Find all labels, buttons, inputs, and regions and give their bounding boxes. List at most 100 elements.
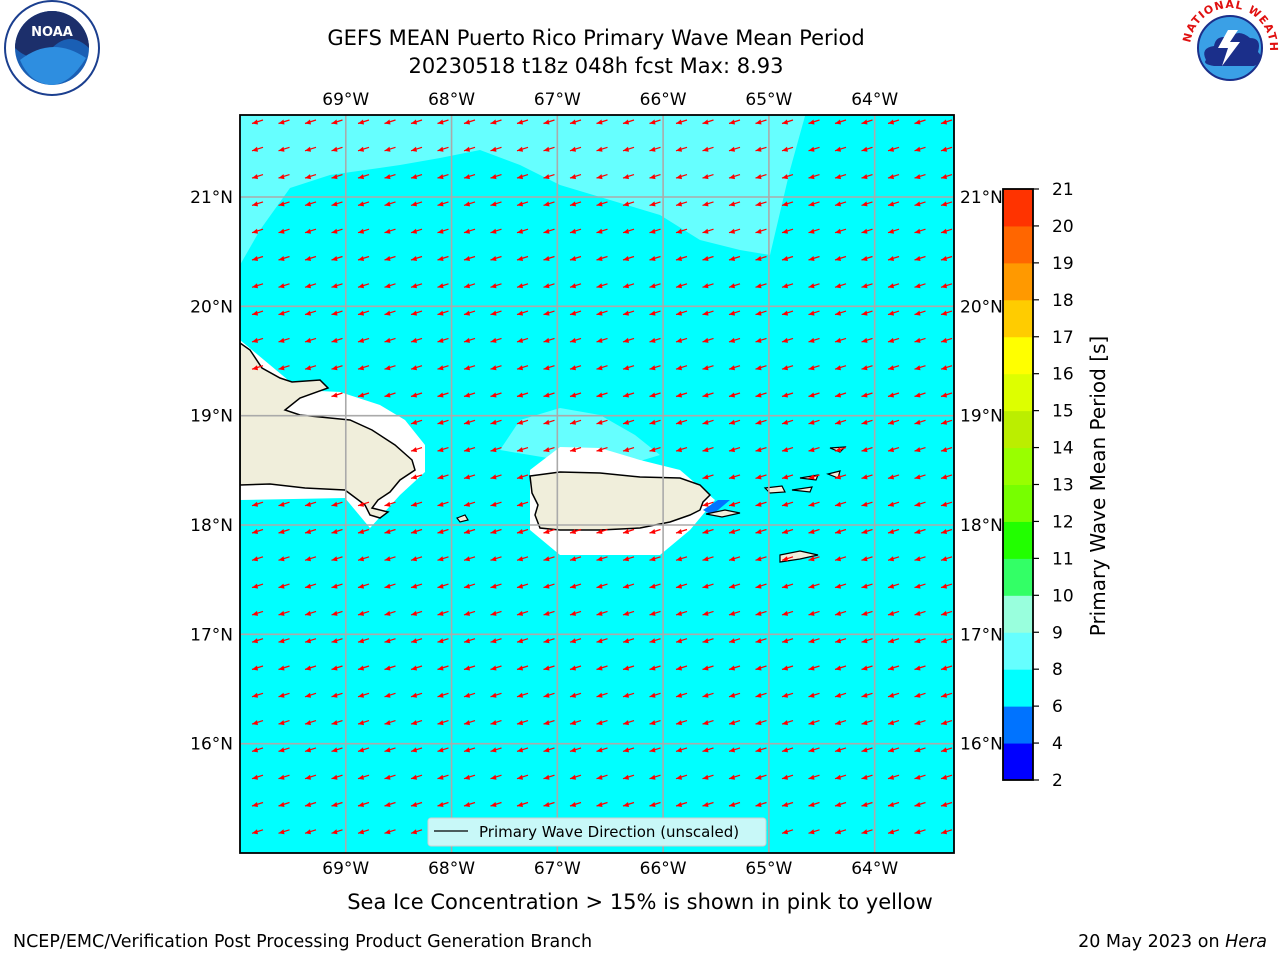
lat-tick-label-right: 19°N — [960, 407, 1003, 427]
wave-arrow — [940, 692, 953, 698]
wave-arrow — [516, 747, 529, 753]
wave-arrow — [410, 337, 423, 343]
wave-arrow — [728, 665, 741, 671]
wave-arrow — [463, 474, 476, 480]
wave-arrow — [649, 638, 661, 644]
wave-arrow — [331, 665, 343, 671]
colorbar-swatch — [1003, 521, 1033, 559]
wave-arrow — [728, 474, 741, 480]
wave-arrow — [702, 419, 714, 425]
wave-arrow — [543, 774, 555, 780]
wave-arrow — [543, 419, 555, 425]
wave-arrow — [861, 447, 873, 453]
wave-arrow — [861, 801, 873, 807]
wave-arrow — [702, 638, 714, 644]
wave-arrow — [490, 174, 502, 180]
colorbar-swatch — [1003, 299, 1033, 338]
wave-arrow — [675, 201, 688, 207]
wave-arrow — [808, 174, 820, 180]
wave-arrow — [940, 474, 953, 480]
wave-arrow — [596, 392, 608, 398]
wave-arrow — [490, 528, 502, 534]
wave-arrow — [516, 119, 529, 125]
wave-arrow — [861, 583, 873, 589]
wave-arrow — [808, 255, 820, 261]
wave-arrow — [728, 146, 741, 152]
wave-arrow — [861, 556, 873, 562]
wave-arrow — [781, 774, 794, 780]
wave-arrow — [304, 665, 317, 671]
wave-arrow — [755, 283, 767, 289]
wave-arrow — [357, 365, 370, 371]
wave-arrow — [410, 501, 423, 507]
wave-arrow — [278, 255, 290, 261]
wave-arrow — [516, 528, 529, 534]
wave-arrow — [516, 447, 529, 453]
wave-arrow — [940, 556, 953, 562]
wave-arrow — [569, 447, 582, 453]
wave-arrow — [649, 801, 661, 807]
wave-arrow — [808, 638, 820, 644]
wave-arrow — [887, 419, 900, 425]
noaa-logo-text: NOAA — [31, 25, 73, 40]
wave-arrow — [834, 501, 847, 507]
colorbar-tick-label: 21 — [1052, 180, 1074, 200]
wave-arrow — [940, 310, 953, 316]
wave-arrow — [781, 474, 794, 480]
wave-arrow — [543, 392, 555, 398]
figure-subtitle: 20230518 t18z 048h fcst Max: 8.93 — [408, 54, 784, 78]
wave-arrow — [331, 692, 343, 698]
wave-arrow — [331, 310, 343, 316]
wave-arrow — [781, 528, 794, 534]
wave-arrow — [596, 419, 608, 425]
wave-arrow — [834, 201, 847, 207]
wave-arrow — [278, 174, 290, 180]
wave-arrow — [622, 583, 635, 589]
wave-arrow — [251, 119, 264, 125]
wave-arrow — [781, 365, 794, 371]
wave-arrow — [251, 255, 264, 261]
wave-arrow — [596, 801, 608, 807]
wave-arrow — [569, 365, 582, 371]
wave-arrow — [808, 419, 820, 425]
wave-arrow — [278, 610, 290, 616]
land-vieques — [705, 509, 741, 518]
wave-arrow — [622, 747, 635, 753]
wave-arrow — [781, 801, 794, 807]
wave-arrow — [622, 365, 635, 371]
wave-arrow — [940, 174, 953, 180]
wave-arrow — [251, 829, 264, 835]
wave-arrow — [304, 146, 317, 152]
wave-arrow — [384, 720, 396, 726]
colorbar-tick-label: 12 — [1052, 512, 1074, 532]
wave-arrow — [808, 365, 820, 371]
wave-arrow — [463, 556, 476, 562]
wave-arrow — [675, 392, 688, 398]
wave-arrow — [596, 283, 608, 289]
wave-arrow — [649, 419, 661, 425]
wave-arrow — [410, 310, 423, 316]
wave-arrow — [755, 774, 767, 780]
lat-tick-label-left: 20°N — [190, 297, 233, 317]
wave-arrow — [940, 228, 953, 234]
wave-arrow — [914, 365, 926, 371]
colorbar-tick-label: 15 — [1052, 402, 1074, 422]
wave-arrow — [755, 337, 767, 343]
wave-arrow — [357, 501, 370, 507]
colorbar-tick-label: 2 — [1052, 771, 1063, 791]
wave-arrow — [649, 201, 661, 207]
wave-arrow — [437, 419, 449, 425]
wave-arrow — [437, 310, 449, 316]
wave-arrow — [384, 119, 396, 125]
wave-arrow — [755, 501, 767, 507]
wave-arrow — [702, 474, 714, 480]
wave-arrow — [569, 201, 582, 207]
wave-arrow — [702, 283, 714, 289]
colorbar-tick-label: 13 — [1052, 476, 1074, 496]
wave-arrow — [410, 201, 423, 207]
wave-arrow — [755, 747, 767, 753]
wave-arrow — [251, 801, 264, 807]
wave-arrow — [649, 392, 661, 398]
wave-arrow — [437, 255, 449, 261]
